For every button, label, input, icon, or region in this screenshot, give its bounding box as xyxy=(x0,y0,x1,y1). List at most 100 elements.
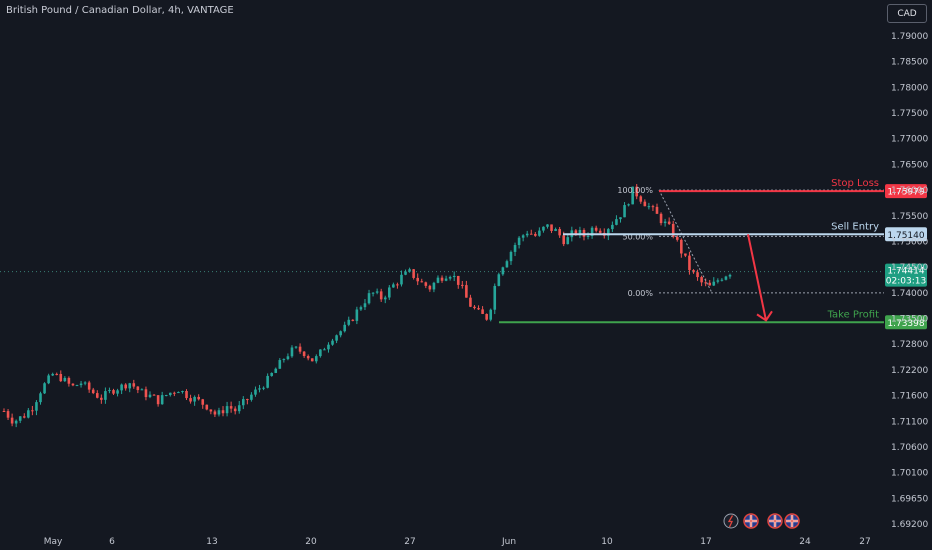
candle-body xyxy=(306,356,310,359)
candle-body xyxy=(233,408,237,412)
candle-body xyxy=(185,391,188,399)
candle-body xyxy=(542,226,545,231)
candle-body xyxy=(558,229,561,236)
y-tick-label: 1.72800 xyxy=(891,340,928,350)
candle-body xyxy=(213,411,217,415)
candle-body xyxy=(181,391,184,393)
candle-body xyxy=(728,274,732,277)
candle-body xyxy=(586,235,590,237)
candle-body xyxy=(724,276,728,280)
candle-body xyxy=(79,383,83,386)
candle-body xyxy=(607,229,610,236)
candle-body xyxy=(647,206,651,208)
y-tick-label: 1.74500 xyxy=(891,263,928,273)
candle-body xyxy=(71,383,75,386)
y-tick-label: 1.76000 xyxy=(891,186,928,196)
candle-body xyxy=(590,227,594,236)
candle-body xyxy=(655,206,659,214)
candle-body xyxy=(319,349,322,357)
price-axis[interactable]: 1.79000 1.78500 1.78000 1.77500 1.77000 1.765… xyxy=(891,32,928,530)
candle-body xyxy=(47,375,50,384)
current-price-tag xyxy=(885,263,927,287)
currency-button[interactable]: CAD xyxy=(887,4,927,23)
lightning-icon[interactable] xyxy=(723,513,739,529)
candle-body xyxy=(534,233,537,236)
stop-loss-label: Stop Loss xyxy=(831,178,879,189)
x-tick-label: 6 xyxy=(109,537,115,547)
y-tick-label: 1.69200 xyxy=(891,520,928,530)
candle-body xyxy=(671,223,675,237)
candle-body xyxy=(408,269,411,272)
candle-body xyxy=(10,417,14,424)
fib-label: 0.00% xyxy=(628,289,654,298)
candle-body xyxy=(189,398,192,402)
candle-body xyxy=(246,399,249,401)
candle-body xyxy=(290,347,294,357)
trade-levels: Stop Loss 1.75979 Sell Entry 1.75140 Take Pr… xyxy=(0,178,927,330)
candle-body xyxy=(436,277,440,283)
x-tick-label: Jun xyxy=(501,537,516,547)
y-tick-label: 1.74000 xyxy=(891,289,928,299)
candle-body xyxy=(448,277,452,279)
fibonacci-levels: 100.00% 50.00% 0.00% xyxy=(617,186,884,298)
candle-body xyxy=(574,230,578,235)
candle-body xyxy=(623,205,626,218)
candle-body xyxy=(473,306,476,309)
candle-body xyxy=(51,373,54,376)
candle-body xyxy=(525,233,529,236)
candle-body xyxy=(363,303,367,308)
candle-body xyxy=(505,261,509,268)
candle-body xyxy=(566,237,570,245)
candle-body xyxy=(615,219,618,225)
candle-body xyxy=(420,281,424,283)
candle-body xyxy=(501,267,505,275)
flag-uk-icon[interactable] xyxy=(784,513,800,529)
current-price-value: 1.74414 xyxy=(887,267,924,277)
candle-body xyxy=(465,285,468,298)
candle-body xyxy=(152,394,156,396)
y-tick-label: 1.70600 xyxy=(891,443,928,453)
y-tick-label: 1.76500 xyxy=(891,160,928,170)
candle-body xyxy=(298,346,302,352)
candle-body xyxy=(481,309,484,314)
x-tick-label: May xyxy=(44,537,63,547)
candle-body xyxy=(112,390,115,394)
candles xyxy=(2,184,732,428)
sell-entry-price-tag xyxy=(885,227,927,242)
y-tick-label: 1.71600 xyxy=(891,392,928,402)
event-icons[interactable] xyxy=(723,513,800,529)
candle-body xyxy=(529,233,533,235)
candle-countdown: 02:03:13 xyxy=(886,277,926,287)
candle-body xyxy=(708,282,712,286)
candle-body xyxy=(331,340,334,345)
lightning-bolt xyxy=(727,515,734,528)
candle-body xyxy=(546,224,549,227)
candle-body xyxy=(659,213,663,224)
candle-body xyxy=(197,396,200,400)
time-axis[interactable]: May 6 13 20 27 Jun 10 17 24 27 xyxy=(44,537,871,547)
y-tick-label: 1.69650 xyxy=(891,494,928,504)
candle-body xyxy=(14,420,18,424)
candle-body xyxy=(124,384,127,389)
candle-body xyxy=(367,293,371,304)
candle-body xyxy=(18,416,22,421)
flag-uk-icon[interactable] xyxy=(767,513,783,529)
candle-body xyxy=(383,297,387,300)
candle-body xyxy=(396,284,399,286)
candle-body xyxy=(627,204,630,206)
candle-body xyxy=(643,201,647,207)
candle-body xyxy=(104,391,107,400)
candle-body xyxy=(31,410,34,412)
candle-body xyxy=(250,394,253,400)
candle-body xyxy=(452,275,456,278)
candle-body xyxy=(294,346,298,348)
candle-body xyxy=(258,388,261,390)
flag-uk-icon[interactable] xyxy=(743,513,759,529)
candle-body xyxy=(87,382,91,390)
x-tick-label: 20 xyxy=(305,537,317,547)
candle-body xyxy=(164,395,168,397)
stop-loss-price: 1.75979 xyxy=(887,188,924,198)
candle-body xyxy=(412,269,415,278)
fib-label: 50.00% xyxy=(622,232,653,241)
